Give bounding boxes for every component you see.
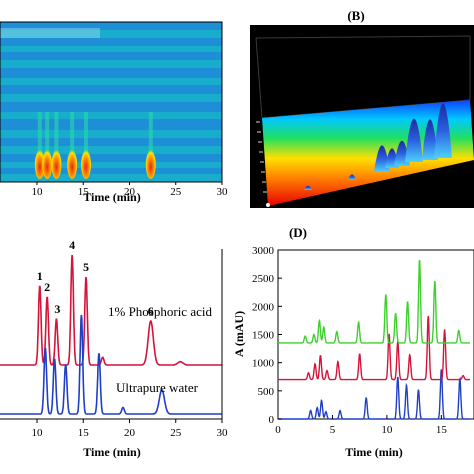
tick-label: 2000 xyxy=(252,301,275,313)
panel-b-3d-surface: (B) xyxy=(250,8,474,208)
tick-label: 20 xyxy=(124,427,136,439)
panel-d-ylabel: A (mAU) xyxy=(232,311,246,357)
heatmap-band xyxy=(0,174,222,182)
tick-label: 10 xyxy=(381,424,393,436)
peak-label: 5 xyxy=(83,260,89,274)
annotation-phosphoric-acid: 1% Phosphoric acid xyxy=(108,304,212,319)
panel-d-xlabel: Time (min) xyxy=(345,445,402,459)
tick-label: 15 xyxy=(436,424,448,436)
surface-peak xyxy=(434,103,452,158)
tick-label: 10 xyxy=(32,186,44,198)
heatmap-hotspot xyxy=(34,149,45,179)
heatmap-hotspot xyxy=(81,149,92,179)
heatmap-streak xyxy=(54,112,59,176)
heatmap-area xyxy=(0,22,222,182)
heatmap-streak xyxy=(148,112,153,176)
tick-label: 15 xyxy=(78,427,90,439)
heatmap-band xyxy=(0,30,222,38)
panel-d-letter: (D) xyxy=(289,225,307,240)
tick-label: 30 xyxy=(217,186,229,198)
tick-label: 0 xyxy=(275,424,281,436)
series-line xyxy=(278,369,470,420)
heatmap-light-band xyxy=(0,28,100,38)
heatmap-frame xyxy=(0,21,223,183)
heatmap-band xyxy=(0,146,222,154)
peak-label: 3 xyxy=(54,302,60,316)
heatmap-band xyxy=(0,78,222,85)
heatmap-band xyxy=(0,46,222,52)
heatmap-hotspot xyxy=(67,149,78,179)
tick-label: 500 xyxy=(258,386,275,398)
panel-d-x-ticks: 0 5 10 15 xyxy=(275,415,447,436)
tick-label: 5 xyxy=(330,424,336,436)
panel-c-traces xyxy=(0,254,222,415)
series-line xyxy=(278,315,470,381)
peak-label: 4 xyxy=(69,238,75,252)
tick-label: 30 xyxy=(217,427,229,439)
annotation-ultrapure-water: Ultrapure water xyxy=(116,380,199,395)
heatmap-hotspot xyxy=(51,149,62,179)
series-line xyxy=(278,259,470,344)
surface-ticks xyxy=(256,121,267,193)
panel-a-x-ticks: 10 15 20 25 30 xyxy=(32,182,229,198)
peak-label: 1 xyxy=(37,269,43,283)
panel-c-x-ticks: 10 15 20 25 30 xyxy=(32,419,229,439)
tick-label: 0 xyxy=(269,414,275,426)
tick-label: 2500 xyxy=(252,273,275,285)
surface-origin-marker xyxy=(266,203,270,207)
surface-peak xyxy=(405,118,423,162)
surface-peak xyxy=(348,174,356,180)
series-line xyxy=(0,314,222,415)
panel-a-xlabel: Time (min) xyxy=(83,190,140,204)
panel-a-heatmap: 10 15 20 25 30 Time (min) xyxy=(0,21,229,204)
series-line xyxy=(0,254,222,366)
panel-c-peak-labels: 123 45 6 xyxy=(37,238,154,318)
tick-label: 10 xyxy=(32,427,44,439)
panel-d-traces xyxy=(278,259,470,420)
heatmap-streak xyxy=(45,112,50,176)
tick-label: 15 xyxy=(78,186,90,198)
heatmap-streak xyxy=(37,112,42,176)
heatmap-band xyxy=(0,112,222,119)
heatmap-band xyxy=(0,60,222,68)
heatmap-band xyxy=(0,94,222,102)
heatmap-hotspot xyxy=(42,149,53,179)
tick-label: 20 xyxy=(124,186,136,198)
surface-peak xyxy=(304,185,312,190)
tick-label: 1500 xyxy=(252,330,275,342)
surface-floor xyxy=(262,100,474,206)
surface-peak xyxy=(422,119,438,160)
heatmap-hotspot xyxy=(145,149,156,179)
tick-label: 3000 xyxy=(252,245,275,257)
panel-c-chromatogram: 10 15 20 25 30 123 45 6 1% Phosphoric acid Ult… xyxy=(0,238,228,459)
panel-d-y-ticks: 0 500 1000 1500 2000 2500 3000 xyxy=(252,245,282,426)
heatmap-streak xyxy=(84,112,89,176)
surface-box-edges xyxy=(255,35,471,119)
surface-peaks xyxy=(304,103,452,190)
peak-label: 2 xyxy=(44,280,50,294)
heatmap-band xyxy=(0,162,222,168)
heatmap-streak xyxy=(70,112,75,176)
peak-label: 6 xyxy=(148,304,154,318)
heatmap-band xyxy=(0,130,222,138)
tick-label: 25 xyxy=(170,186,182,198)
panel-c-xlabel: Time (min) xyxy=(83,445,140,459)
tick-label: 1000 xyxy=(252,358,275,370)
panel-d-chromatogram: (D) 0 5 10 15 0 500 1000 1500 2000 2500 3000 A (m… xyxy=(232,225,474,459)
panel-b-letter: (B) xyxy=(347,8,364,23)
tick-label: 25 xyxy=(170,427,182,439)
